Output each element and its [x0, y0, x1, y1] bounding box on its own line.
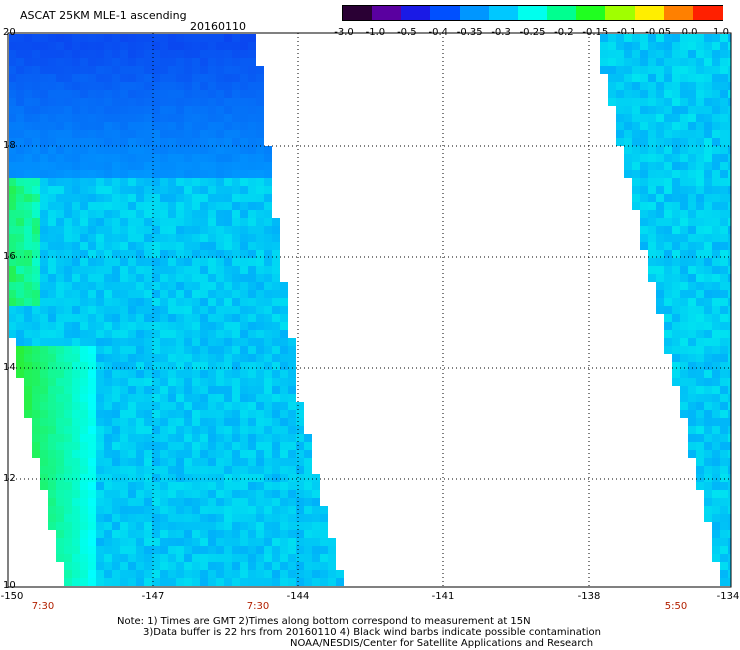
- time-label-middle: 7:30: [246, 601, 270, 612]
- lat-label-14n: 14: [3, 362, 16, 373]
- lon-label-138w: -138: [577, 591, 601, 602]
- color-scale-bar: [342, 5, 723, 21]
- map-date: 20160110: [190, 20, 246, 33]
- lat-label-10n: 10: [3, 580, 16, 591]
- lat-label-16n: 16: [3, 251, 16, 262]
- color-scale-segment: [517, 6, 548, 20]
- lat-label-12n: 12: [3, 473, 16, 484]
- color-scale-segment: [634, 6, 665, 20]
- color-scale-segment: [576, 6, 606, 20]
- note-line-3: NOAA/NESDIS/Center for Satellite Applica…: [290, 638, 594, 649]
- color-scale-segment: [663, 6, 694, 20]
- note-line-1: Note: 1) Times are GMT 2)Times along bot…: [117, 616, 531, 627]
- note-line-2: 3)Data buffer is 22 hrs from 20160110 4)…: [143, 627, 601, 638]
- time-label-left: 7:30: [31, 601, 55, 612]
- color-scale-segment: [401, 6, 432, 20]
- swath-data: [9, 34, 731, 586]
- color-scale-segment: [692, 6, 723, 20]
- color-scale-segment: [372, 6, 402, 20]
- color-scale-segment: [459, 6, 490, 20]
- color-scale-segment: [605, 6, 636, 20]
- map-title: ASCAT 25KM MLE-1 ascending: [20, 9, 187, 22]
- time-label-right: 5:50: [664, 601, 688, 612]
- lon-label-141w: -141: [431, 591, 455, 602]
- lat-label-20n: 20: [3, 27, 16, 38]
- lon-label-150w: -150: [0, 591, 24, 602]
- lon-label-134w: -134: [716, 591, 740, 602]
- color-scale-segment: [430, 6, 461, 20]
- color-scale-segment: [547, 6, 577, 20]
- lat-label-18n: 18: [3, 140, 16, 151]
- map-frame: [7, 32, 732, 588]
- lon-label-144w: -144: [286, 591, 310, 602]
- color-scale-segment: [488, 6, 519, 20]
- graticule-lines: [8, 33, 731, 587]
- color-scale-segment: [343, 6, 373, 20]
- lon-label-147w: -147: [141, 591, 165, 602]
